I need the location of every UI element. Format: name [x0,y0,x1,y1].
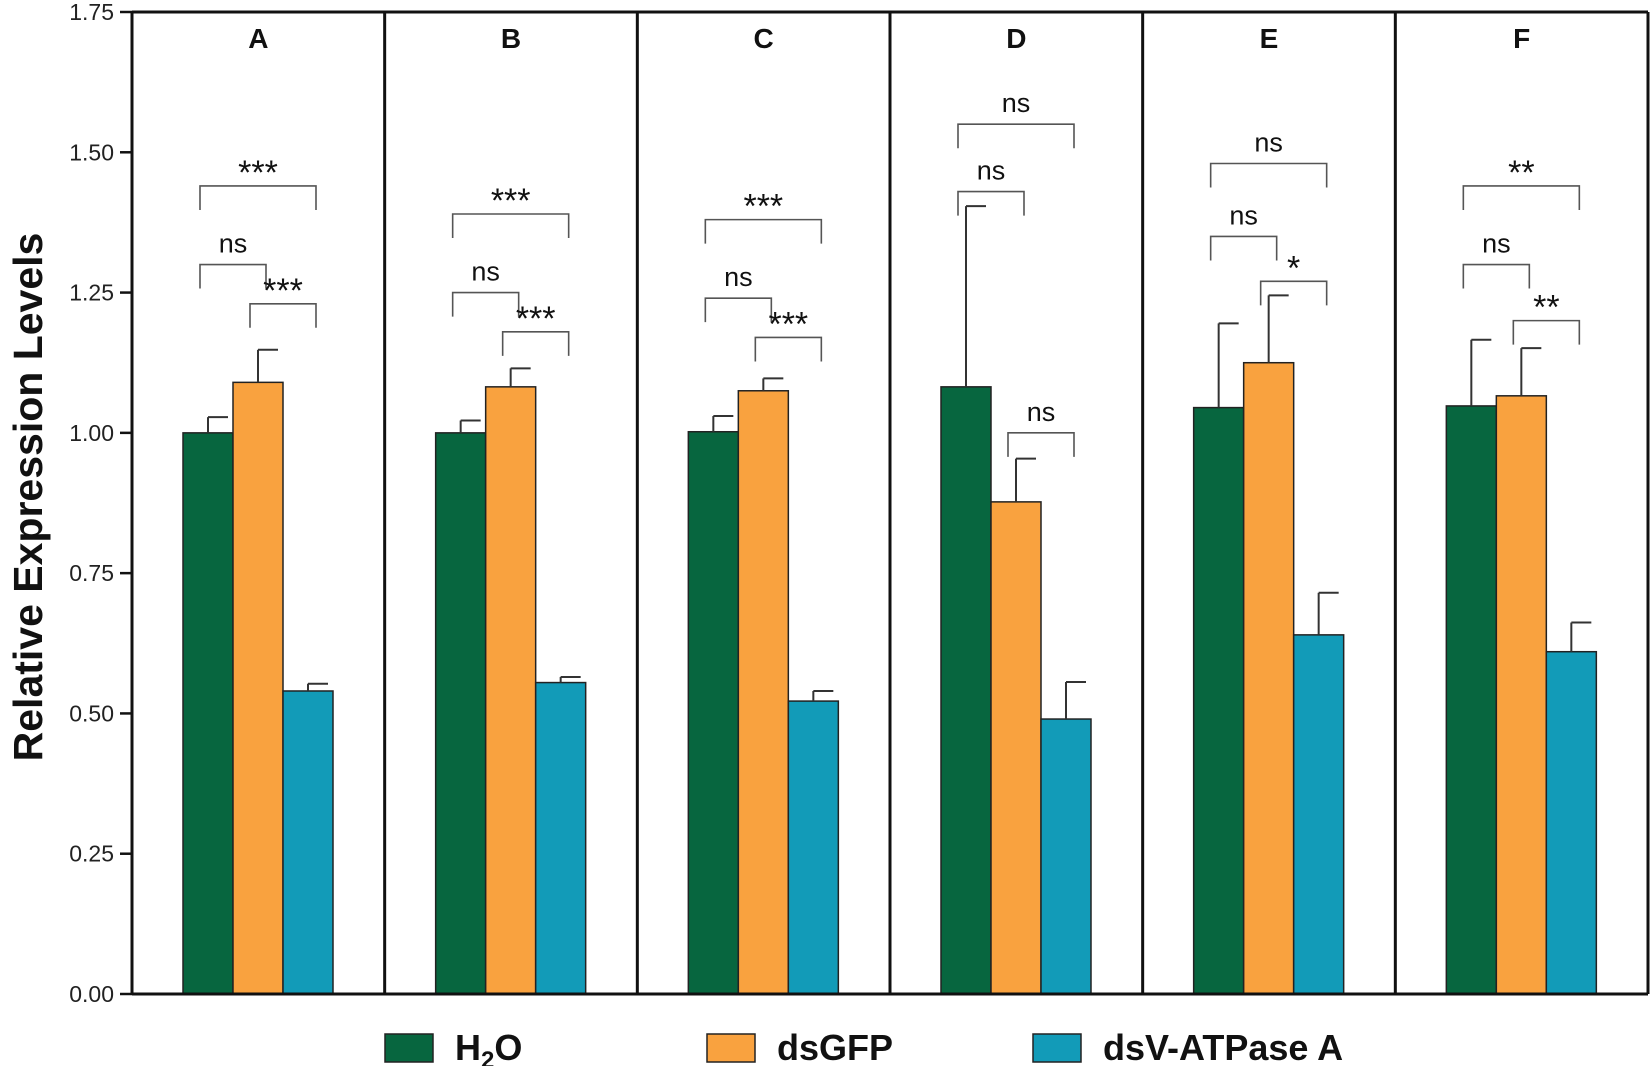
significance-label: *** [238,154,278,192]
significance-label: ** [1533,289,1559,327]
significance-bracket [1512,319,1581,345]
significance-bracket [754,336,823,362]
legend-swatch [384,1033,434,1063]
bar-c-3 [787,700,840,995]
panel-f: Fns ** ** [1445,23,1598,995]
bar-b-2 [484,386,537,995]
significance-bracket [704,218,823,244]
significance-bracket [1259,280,1328,306]
y-tick-label: 0.75 [69,560,114,586]
significance-bracket [451,291,520,317]
significance-bracket [249,302,317,328]
significance-label: ns [724,262,753,292]
legend-label: H2O [455,1027,522,1066]
significance-label: *** [516,300,556,338]
legend-label-subscript: 2 [481,1047,494,1066]
legend-label-main: dsGFP [777,1027,893,1066]
panel-title: C [754,23,774,54]
significance-bracket [957,190,1025,216]
panel-e: Ens * ns [1192,23,1345,995]
y-tick-label: 1.75 [69,0,114,25]
bar-b-1 [434,432,487,995]
legend-label-main: H [455,1027,481,1066]
significance-bracket [704,297,773,323]
y-axis-label: Relative Expression Levels [5,233,51,762]
legend: H2O dsGFP dsV-ATPase A [384,1027,1343,1066]
bar-e-2 [1242,361,1295,995]
significance-bracket [501,331,570,356]
y-tick-label: 1.50 [69,139,114,165]
significance-label: ns [977,156,1006,186]
panel-title: F [1513,23,1530,54]
bar-a-2 [232,381,284,995]
panel-c: Cns *** *** [687,23,840,995]
panel-title: B [501,23,521,54]
significance-label: * [1287,249,1300,287]
significance-label: ns [1027,397,1056,427]
legend-label: dsV-ATPase A [1103,1027,1343,1066]
panel-title: E [1260,23,1279,54]
y-tick-label: 1.00 [69,420,114,446]
legend-label-tail: O [494,1027,522,1066]
significance-bracket [1462,263,1531,289]
significance-label: ns [1482,229,1511,259]
legend-item-2: dsGFP [706,1027,893,1066]
bar-d-3 [1040,718,1092,995]
legend-label: dsGFP [777,1027,893,1066]
bar-b-3 [534,681,587,995]
significance-label: ns [471,257,500,287]
bar-a-1 [182,432,234,995]
y-tick-label: 0.00 [69,981,114,1007]
y-tick-label: 1.25 [69,280,114,306]
significance-label: ns [1254,128,1283,158]
bar-f-2 [1495,395,1548,995]
legend-item-1: H2O [384,1027,522,1066]
significance-label: *** [263,272,303,310]
significance-bracket [957,123,1075,149]
bar-e-3 [1292,634,1345,995]
panel-b: Bns *** *** [434,23,587,995]
significance-bracket [1209,235,1278,261]
significance-label: ** [1508,154,1534,192]
significance-bracket [451,213,570,239]
plot-area: 0.000.250.500.751.001.251.501.75Ans*****… [69,0,1650,1007]
panel-title: A [248,23,268,54]
bar-f-3 [1545,650,1598,995]
significance-bracket [199,185,317,210]
bar-c-1 [687,430,740,995]
bar-c-2 [737,390,790,995]
significance-bracket [1007,432,1075,457]
legend-swatch [1032,1033,1082,1063]
panel-d: Dns ns ns [940,23,1092,995]
bar-d-1 [940,386,992,995]
bar-f-1 [1445,405,1498,995]
significance-bracket [1462,185,1581,210]
significance-label: ns [1002,88,1031,118]
y-tick-label: 0.50 [69,700,114,726]
legend-label-main: dsV-ATPase A [1103,1027,1343,1066]
bar-d-2 [990,501,1042,995]
significance-label: *** [743,188,783,226]
legend-swatch [706,1033,756,1063]
significance-bracket [1209,162,1328,188]
bar-e-1 [1192,406,1245,995]
significance-label: *** [768,305,808,343]
significance-label: *** [491,182,531,220]
panel-a: Ans *** *** [182,23,334,995]
bar-a-3 [282,690,334,995]
significance-label: ns [1229,200,1258,230]
y-tick-label: 0.25 [69,841,114,867]
legend-item-3: dsV-ATPase A [1032,1027,1343,1066]
significance-bracket [199,263,267,289]
significance-label: ns [219,229,248,259]
panel-title: D [1006,23,1026,54]
